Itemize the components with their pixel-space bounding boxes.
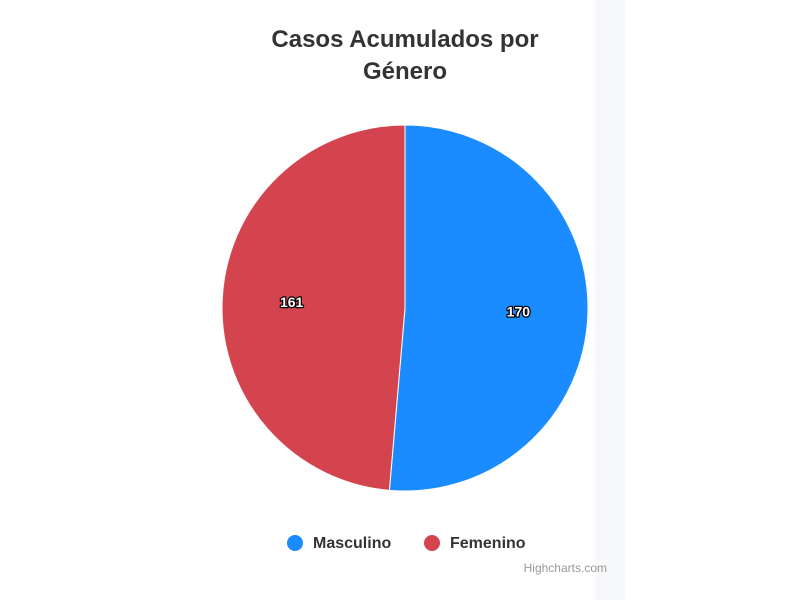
legend-label[interactable]: Femenino xyxy=(450,535,526,552)
pie-slice xyxy=(221,124,406,491)
data-label: 161 xyxy=(280,294,304,310)
data-label: 170 xyxy=(507,304,531,320)
legend-symbol[interactable] xyxy=(424,535,440,551)
credits[interactable]: Highcharts.com xyxy=(524,561,607,575)
side-strip xyxy=(595,0,625,600)
chart-title: Casos Acumulados por Género xyxy=(271,26,539,85)
pie-slice xyxy=(388,124,589,492)
legend-label[interactable]: Masculino xyxy=(313,535,391,552)
legend-symbol[interactable] xyxy=(287,535,303,551)
